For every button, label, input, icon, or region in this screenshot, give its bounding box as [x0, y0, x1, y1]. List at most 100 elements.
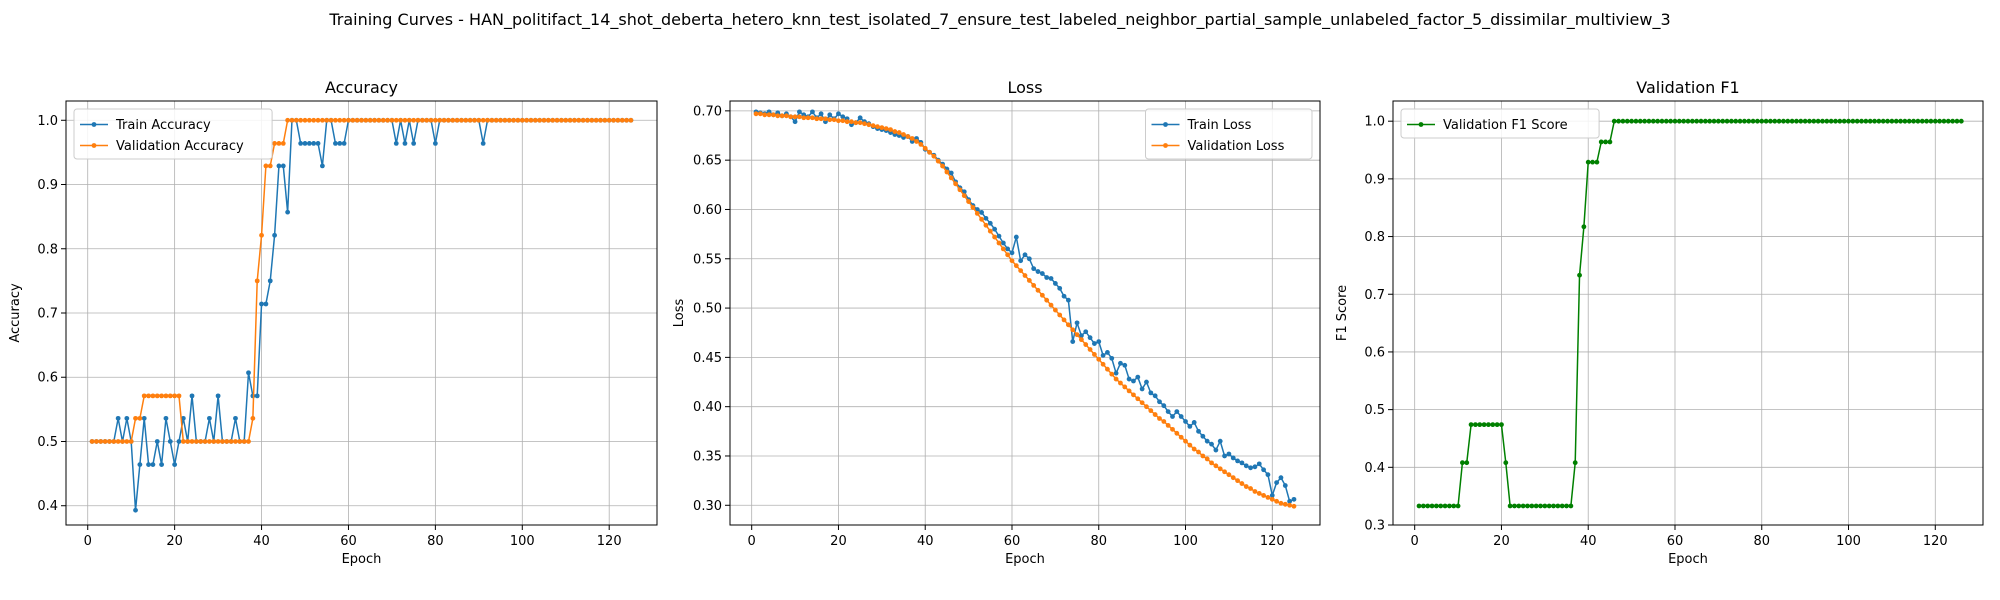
data-point-validation	[1165, 423, 1171, 428]
data-point-validation	[589, 117, 595, 123]
data-point-validation	[1070, 327, 1076, 333]
data-point-f1	[1802, 118, 1808, 124]
data-point-train	[1065, 297, 1071, 303]
data-point-validation	[866, 122, 872, 128]
data-point-validation	[545, 117, 551, 123]
x-tick-label: 120	[597, 534, 622, 549]
data-point-validation	[1022, 273, 1028, 278]
data-point-train	[1287, 498, 1293, 504]
data-point-validation	[459, 117, 464, 123]
data-point-train	[1083, 329, 1089, 335]
data-point-f1	[1850, 118, 1856, 124]
data-point-train	[1248, 465, 1253, 471]
legend-marker-validation	[91, 143, 97, 148]
data-point-validation	[1170, 426, 1175, 432]
legend-marker-validation	[1163, 143, 1168, 148]
data-point-validation	[788, 114, 794, 120]
data-point-train	[1222, 453, 1227, 459]
data-point-validation	[1026, 278, 1032, 283]
data-point-train	[319, 163, 325, 169]
y-tick-label: 0.9	[37, 178, 58, 193]
data-point-f1	[1520, 503, 1526, 509]
data-point-validation	[944, 169, 950, 175]
data-point-f1	[1889, 118, 1895, 124]
data-point-f1	[1611, 118, 1617, 124]
data-point-validation	[94, 439, 99, 444]
data-point-validation	[102, 439, 108, 444]
data-point-validation	[1135, 396, 1141, 402]
data-point-f1	[1880, 118, 1886, 124]
data-point-validation	[402, 117, 408, 123]
data-point-validation	[215, 439, 221, 444]
data-point-f1	[1438, 503, 1444, 509]
data-point-f1	[1676, 118, 1682, 124]
data-point-validation	[506, 117, 512, 123]
data-point-train	[1131, 378, 1136, 384]
data-point-train	[1009, 250, 1015, 256]
data-point-validation	[498, 117, 503, 123]
data-point-train	[285, 209, 291, 215]
data-point-f1	[1620, 118, 1626, 124]
data-point-train	[983, 215, 989, 221]
data-point-f1	[1416, 503, 1422, 509]
data-point-train	[315, 141, 321, 146]
x-tick-label: 100	[1173, 534, 1198, 549]
data-point-validation	[176, 393, 182, 399]
y-tick-label: 0.6	[1364, 345, 1385, 360]
data-point-validation	[141, 393, 147, 399]
data-point-validation	[372, 117, 377, 123]
data-point-validation	[289, 117, 295, 123]
axes-frame	[729, 100, 1321, 526]
data-point-validation	[783, 113, 789, 119]
data-point-f1	[1542, 503, 1548, 509]
data-point-train	[1018, 258, 1024, 264]
data-point-validation	[350, 117, 356, 123]
data-point-validation	[250, 415, 256, 421]
data-point-f1	[1503, 460, 1509, 466]
data-point-validation	[120, 439, 125, 444]
data-point-validation	[198, 439, 204, 444]
data-point-validation	[909, 136, 915, 141]
data-point-train	[1148, 390, 1154, 396]
data-point-validation	[389, 117, 395, 123]
data-point-validation	[1230, 475, 1236, 481]
data-point-validation	[276, 141, 282, 146]
data-point-train	[115, 415, 121, 421]
data-point-validation	[324, 117, 330, 123]
data-point-train	[432, 141, 438, 146]
data-point-validation	[1157, 416, 1162, 421]
data-point-validation	[1252, 489, 1258, 494]
data-point-validation	[254, 278, 260, 284]
data-point-validation	[154, 393, 160, 399]
data-point-train	[180, 415, 186, 421]
data-point-f1	[1781, 118, 1786, 124]
data-point-validation	[393, 117, 399, 123]
data-point-validation	[502, 117, 508, 123]
data-point-validation	[957, 187, 963, 193]
data-point-f1	[1702, 118, 1708, 124]
data-point-train	[215, 393, 221, 399]
data-point-validation	[98, 439, 104, 444]
data-point-train	[393, 141, 399, 146]
x-tick-label: 20	[1493, 534, 1510, 549]
data-point-validation	[818, 116, 824, 122]
axes-root: 0 20 40 60 80 100 120 0.4 0.5 0.6 0.7 0.8 0.9 1.0 Accu…	[8, 78, 1984, 567]
data-point-f1	[1486, 422, 1491, 428]
data-point-f1	[1950, 118, 1956, 124]
data-point-train	[1243, 463, 1249, 469]
data-point-train	[1005, 246, 1011, 252]
data-point-validation	[467, 117, 473, 123]
data-point-validation	[580, 117, 586, 123]
data-point-validation	[606, 117, 612, 123]
data-point-validation	[576, 117, 582, 123]
data-point-train	[1265, 472, 1271, 478]
data-point-validation	[1178, 434, 1184, 440]
chart-1: 0 20 40 60 80 100 120 0.30 0.35 0.40 0.45 0.50 0.55 0…	[672, 78, 1321, 567]
data-point-validation	[1031, 282, 1037, 288]
data-point-validation	[931, 153, 937, 159]
data-point-validation	[315, 117, 321, 123]
data-point-validation	[1269, 496, 1275, 502]
data-point-f1	[1494, 422, 1500, 428]
data-point-train	[272, 232, 277, 238]
data-point-f1	[1525, 503, 1530, 509]
